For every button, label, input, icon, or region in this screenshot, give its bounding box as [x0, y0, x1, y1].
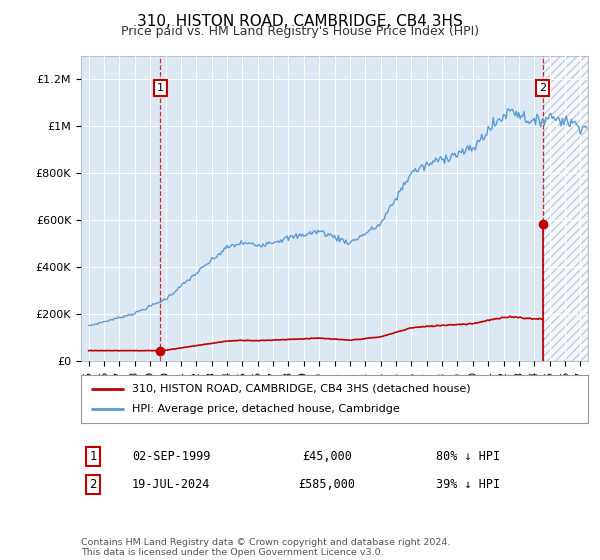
Text: 310, HISTON ROAD, CAMBRIDGE, CB4 3HS (detached house): 310, HISTON ROAD, CAMBRIDGE, CB4 3HS (de…: [132, 384, 470, 394]
Text: Price paid vs. HM Land Registry's House Price Index (HPI): Price paid vs. HM Land Registry's House …: [121, 25, 479, 38]
Text: 2: 2: [539, 83, 546, 93]
Text: 80% ↓ HPI: 80% ↓ HPI: [436, 450, 500, 463]
Text: £45,000: £45,000: [302, 450, 352, 463]
Text: £585,000: £585,000: [299, 478, 355, 491]
Text: 310, HISTON ROAD, CAMBRIDGE, CB4 3HS: 310, HISTON ROAD, CAMBRIDGE, CB4 3HS: [137, 14, 463, 29]
Text: 19-JUL-2024: 19-JUL-2024: [132, 478, 210, 491]
Text: Contains HM Land Registry data © Crown copyright and database right 2024.
This d: Contains HM Land Registry data © Crown c…: [81, 538, 451, 557]
Text: 2: 2: [89, 478, 97, 491]
Text: 1: 1: [89, 450, 97, 463]
Text: HPI: Average price, detached house, Cambridge: HPI: Average price, detached house, Camb…: [132, 404, 400, 414]
Text: 02-SEP-1999: 02-SEP-1999: [132, 450, 210, 463]
Text: 1: 1: [157, 83, 164, 93]
Text: 39% ↓ HPI: 39% ↓ HPI: [436, 478, 500, 491]
